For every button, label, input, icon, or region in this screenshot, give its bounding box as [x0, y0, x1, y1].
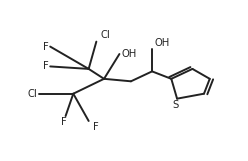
Text: Cl: Cl [100, 30, 110, 40]
Text: F: F [43, 62, 48, 71]
Text: F: F [43, 42, 48, 52]
Text: S: S [172, 100, 178, 110]
Text: F: F [93, 122, 98, 132]
Text: OH: OH [154, 38, 169, 48]
Text: F: F [61, 117, 66, 127]
Text: OH: OH [121, 49, 137, 59]
Text: Cl: Cl [27, 89, 37, 99]
